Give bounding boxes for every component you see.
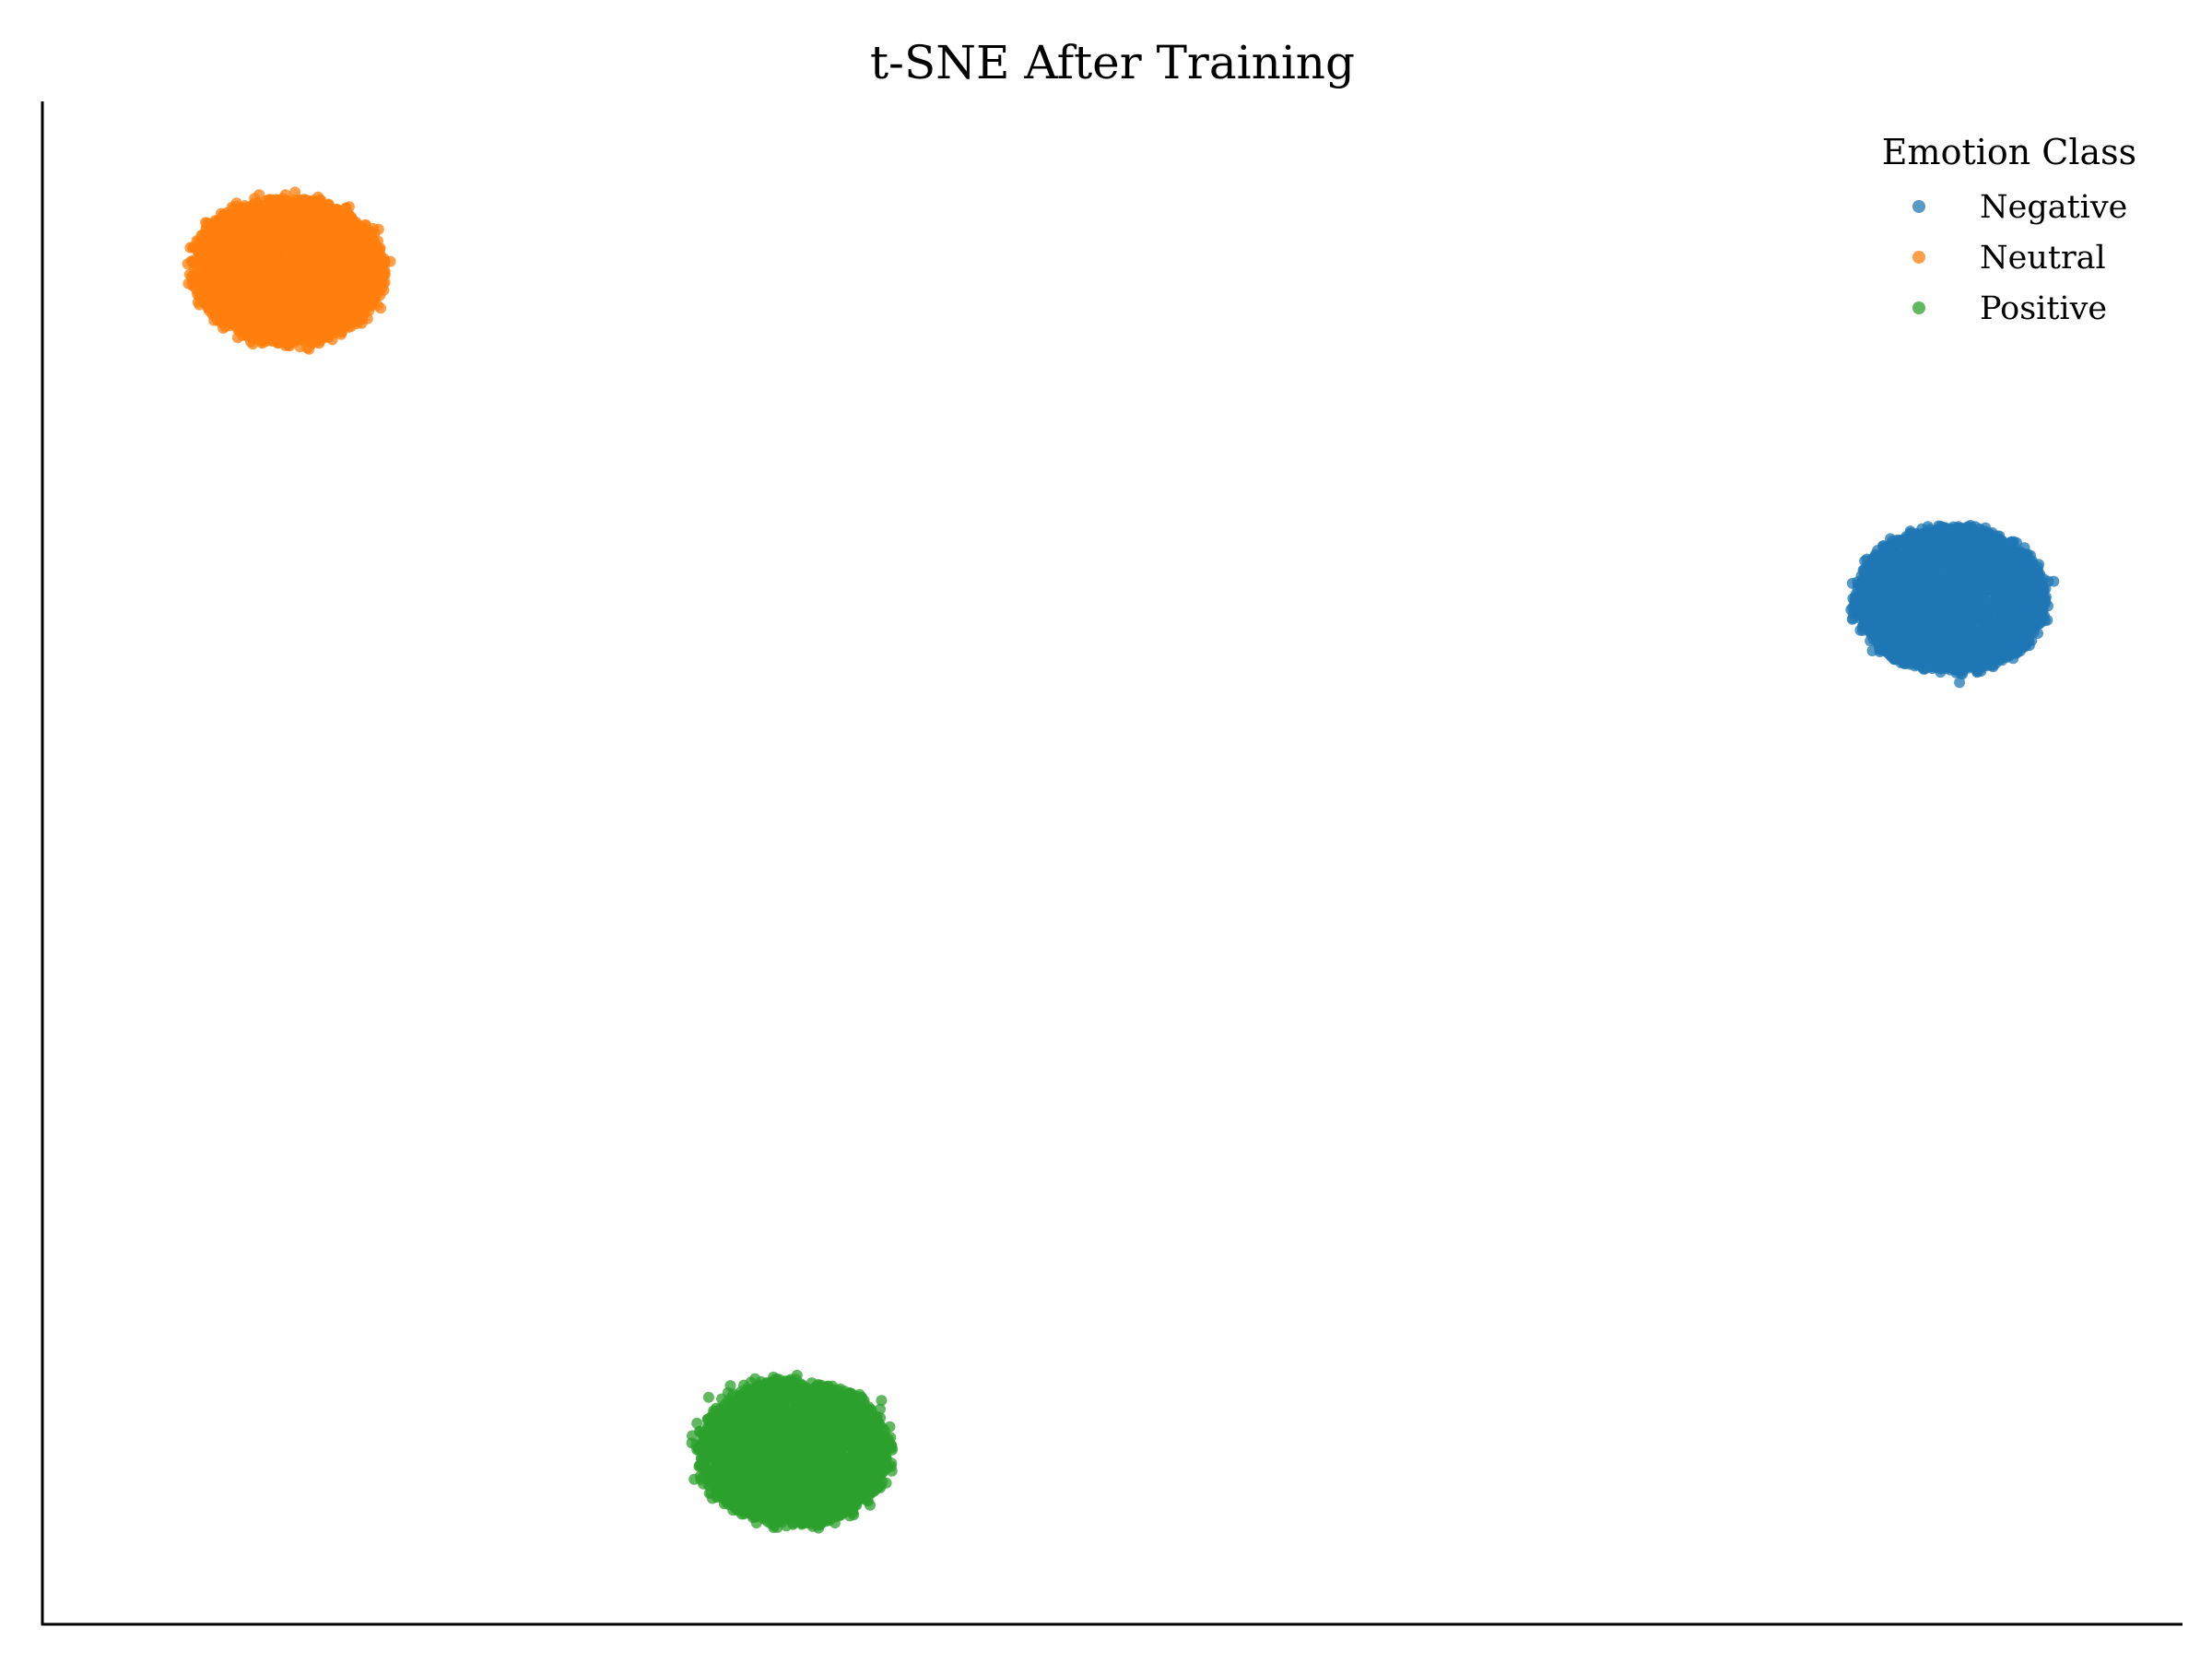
- scatter-point-negative: [1918, 658, 1930, 670]
- scatter-point-negative: [1926, 647, 1938, 659]
- scatter-point-negative: [1870, 625, 1882, 637]
- scatter-point-negative: [1968, 537, 1980, 548]
- scatter-point-negative: [1889, 654, 1901, 666]
- scatter-point-negative: [1976, 630, 1988, 642]
- scatter-point-negative: [1956, 540, 1968, 552]
- scatter-point-negative: [1895, 584, 1907, 596]
- scatter-point-negative: [2004, 626, 2016, 638]
- scatter-point-negative: [1876, 548, 1887, 560]
- scatter-point-negative: [2020, 571, 2032, 583]
- scatter-point-negative: [1994, 587, 2006, 599]
- scatter-point-negative: [1972, 641, 1984, 653]
- scatter-point-negative: [1957, 609, 1969, 621]
- scatter-point-negative: [1968, 607, 1979, 619]
- scatter-point-negative: [2036, 607, 2048, 619]
- scatter-point-negative: [2017, 554, 2029, 566]
- scatter-point-negative: [1893, 556, 1905, 568]
- chart-title: t-SNE After Training: [870, 36, 1355, 89]
- scatter-point-negative: [1904, 552, 1916, 564]
- scatter-point-negative: [1887, 624, 1899, 636]
- scatter-point-negative: [1980, 583, 1992, 595]
- scatter-point-negative: [1980, 610, 1992, 621]
- scatter-point-negative: [2006, 578, 2017, 590]
- scatter-point-negative: [1942, 642, 1954, 653]
- scatter-point-negative: [2006, 559, 2017, 571]
- scatter-point-negative: [1897, 644, 1909, 656]
- scatter-point-negative: [2032, 628, 2043, 639]
- scatter-point-negative: [1893, 599, 1905, 611]
- scatter-point-negative: [2018, 619, 2030, 631]
- scatter-point-negative: [1921, 577, 1933, 589]
- scatter-point-negative: [1959, 553, 1971, 565]
- scatter-point-negative: [1881, 589, 1893, 601]
- scatter-point-negative: [1992, 634, 2004, 646]
- scatter-point-negative: [1912, 643, 1924, 655]
- scatter-point-negative: [1979, 550, 1991, 562]
- scatter-point-negative: [1988, 572, 2000, 584]
- scatter-point-negative: [1952, 640, 1964, 652]
- scatter-point-negative: [1944, 528, 1956, 540]
- scatter-point-negative: [1913, 551, 1925, 563]
- scatter-point-negative: [2025, 603, 2036, 615]
- scatter-point-negative: [2007, 644, 2019, 656]
- plot-area: [182, 186, 2060, 1534]
- scatter-point-negative: [1949, 573, 1961, 585]
- scatter-point-negative: [1859, 555, 1871, 567]
- scatter-point-negative: [1945, 554, 1957, 566]
- scatter-point-negative: [1940, 663, 1952, 675]
- scatter-point-negative: [2024, 582, 2036, 594]
- scatter-point-negative: [1929, 549, 1941, 561]
- scatter-point-negative: [1962, 572, 1974, 584]
- scatter-point-negative: [1953, 625, 1965, 636]
- scatter-point-negative: [1891, 534, 1903, 546]
- scatter-point-negative: [1917, 602, 1929, 614]
- scatter-point-negative: [1976, 619, 1988, 631]
- scatter-point-negative: [1973, 572, 1985, 584]
- scatter-point-negative: [1900, 631, 1912, 643]
- scatter-point-negative: [2048, 575, 2060, 587]
- scatter-point-negative: [1984, 659, 1996, 671]
- scatter-point-negative: [1950, 661, 1962, 673]
- series-neutral-points: [182, 186, 396, 355]
- scatter-point-negative: [2037, 577, 2049, 589]
- scatter-point-negative: [1931, 528, 1943, 540]
- scatter-point-negative: [1994, 606, 2006, 618]
- scatter-point-negative: [1956, 530, 1968, 542]
- scatter-point-negative: [1989, 649, 2000, 660]
- scatter-point-negative: [1920, 629, 1932, 641]
- scatter-point-negative: [1936, 623, 1947, 635]
- scatter-point-negative: [2011, 602, 2023, 614]
- scatter-point-negative: [1955, 587, 1967, 599]
- scatter-point-negative: [1865, 615, 1877, 627]
- scatter-point-negative: [1855, 590, 1866, 602]
- scatter-point-negative: [1954, 677, 1966, 689]
- scatter-point-negative: [2023, 640, 2035, 652]
- scatter-point-negative: [1910, 535, 1922, 547]
- scatter-point-negative: [1980, 525, 1992, 537]
- scatter-point-negative: [1971, 584, 1983, 596]
- scatter-point-negative: [1938, 537, 1950, 549]
- scatter-point-negative: [1905, 590, 1917, 602]
- scatter-point-negative: [1933, 590, 1945, 602]
- scatter-point-negative: [1903, 567, 1915, 579]
- scatter-point-negative: [1925, 561, 1937, 573]
- scatter-point-negative: [1997, 543, 2009, 554]
- scatter-point-negative: [1970, 655, 1982, 667]
- scatter-point-negative: [1882, 636, 1894, 647]
- scatter-point-negative: [2007, 591, 2019, 603]
- scatter-point-negative: [1967, 617, 1979, 629]
- series-negative-points: [1845, 520, 2060, 689]
- scatter-point-negative: [1939, 572, 1951, 584]
